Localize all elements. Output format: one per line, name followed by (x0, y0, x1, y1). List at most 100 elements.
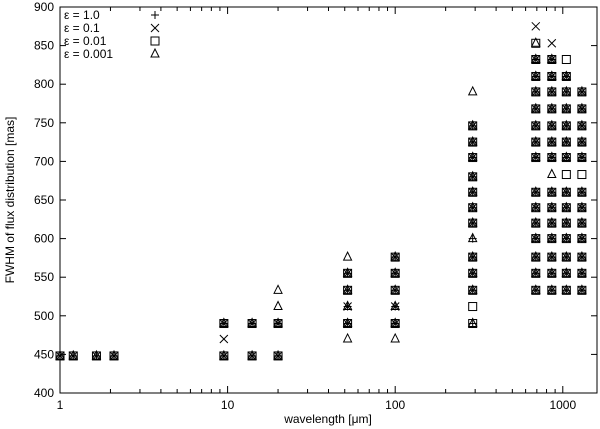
data-point-triangle (577, 151, 587, 162)
data-point-triangle (547, 85, 557, 96)
data-point-triangle (547, 102, 557, 113)
y-axis-title: FWHM of flux distribution [mas] (3, 117, 17, 284)
y-tick-label: 600 (34, 232, 54, 246)
data-point-triangle (561, 232, 572, 243)
data-point-triangle (530, 186, 541, 196)
data-point-triangle (577, 135, 587, 146)
data-point-triangle (342, 251, 353, 261)
data-point-triangle (530, 70, 541, 80)
data-point-triangle (530, 284, 541, 294)
legend-marker-plus (151, 11, 159, 19)
data-point-triangle (547, 201, 557, 212)
data-point-triangle (390, 251, 401, 261)
data-point-triangle (577, 85, 587, 96)
data-point-triangle (547, 251, 557, 261)
data-point-triangle (561, 119, 572, 130)
data-point-triangle (577, 201, 587, 212)
data-point-cross (547, 38, 557, 48)
data-point-triangle (547, 135, 557, 146)
legend: ε = 1.0ε = 0.1ε = 0.01ε = 0.001 (64, 8, 160, 61)
data-point-triangle (530, 37, 541, 47)
data-point-triangle (247, 317, 257, 328)
data-point-triangle (547, 217, 557, 227)
data-point-triangle (342, 267, 353, 277)
data-point-triangle (390, 317, 401, 328)
data-point-triangle (561, 267, 572, 277)
data-point-triangle (561, 217, 572, 227)
data-point-square (468, 302, 478, 312)
data-point-triangle (467, 119, 478, 130)
data-point-triangle (342, 300, 353, 311)
data-point-triangle (547, 186, 557, 196)
legend-marker-triangle (150, 47, 160, 58)
data-point-triangle (390, 300, 401, 311)
x-axis-title: wavelength [μm] (283, 412, 372, 426)
x-tick-label: 10 (221, 398, 235, 412)
data-point-triangle (467, 85, 478, 96)
data-point-triangle (547, 232, 557, 243)
data-point-triangle (342, 284, 353, 294)
data-point-triangle (390, 267, 401, 277)
legend-label: ε = 1.0 (64, 8, 100, 22)
data-point-cross (531, 21, 541, 31)
data-point-triangle (561, 251, 572, 261)
data-point-triangle (561, 85, 572, 96)
data-point-triangle (467, 251, 478, 261)
data-point-triangle (273, 317, 283, 328)
data-point-triangle (561, 284, 572, 294)
data-point-triangle (530, 85, 541, 96)
data-point-triangle (342, 332, 353, 343)
data-point-triangle (547, 284, 557, 294)
data-point-triangle (467, 232, 478, 243)
legend-marker-square (150, 36, 160, 46)
data-point-triangle (577, 119, 587, 130)
axis-ticks (59, 6, 597, 394)
data-point-triangle (530, 53, 541, 63)
y-tick-label: 550 (34, 270, 54, 284)
data-points (55, 21, 587, 361)
data-point-triangle (55, 349, 65, 360)
legend-marker-cross (150, 23, 160, 33)
data-point-triangle (577, 251, 587, 261)
data-point-triangle (467, 186, 478, 196)
data-point-square (561, 54, 571, 64)
y-tick-label: 900 (34, 0, 54, 14)
data-point-triangle (577, 267, 587, 277)
data-point-triangle (577, 217, 587, 227)
data-point-triangle (547, 168, 557, 179)
data-point-triangle (547, 151, 557, 162)
y-tick-label: 650 (34, 193, 54, 207)
data-point-triangle (561, 201, 572, 212)
data-point-triangle (109, 349, 119, 360)
y-tick-label: 500 (34, 309, 54, 323)
data-point-triangle (219, 317, 229, 328)
data-point-triangle (273, 349, 283, 360)
data-point-triangle (530, 251, 541, 261)
data-point-triangle (530, 267, 541, 277)
data-point-triangle (68, 349, 79, 360)
x-tick-label: 1000 (549, 398, 576, 412)
y-tick-label: 800 (34, 77, 54, 91)
data-point-triangle (467, 317, 478, 328)
data-point-triangle (577, 232, 587, 243)
data-point-triangle (530, 217, 541, 227)
data-point-triangle (390, 284, 401, 294)
data-point-triangle (467, 201, 478, 212)
data-point-triangle (547, 53, 557, 63)
data-point-triangle (467, 135, 478, 146)
data-point-triangle (577, 102, 587, 113)
legend-label: ε = 0.01 (64, 34, 107, 48)
legend-label: ε = 0.1 (64, 21, 100, 35)
data-point-triangle (273, 300, 283, 311)
data-point-triangle (247, 349, 257, 360)
data-point-triangle (467, 284, 478, 294)
data-point-triangle (530, 102, 541, 113)
data-point-triangle (547, 70, 557, 80)
data-point-triangle (467, 267, 478, 277)
data-point-square (577, 170, 587, 180)
data-point-triangle (577, 284, 587, 294)
legend-label: ε = 0.001 (64, 47, 113, 61)
data-point-triangle (561, 135, 572, 146)
x-tick-label: 1 (57, 398, 64, 412)
